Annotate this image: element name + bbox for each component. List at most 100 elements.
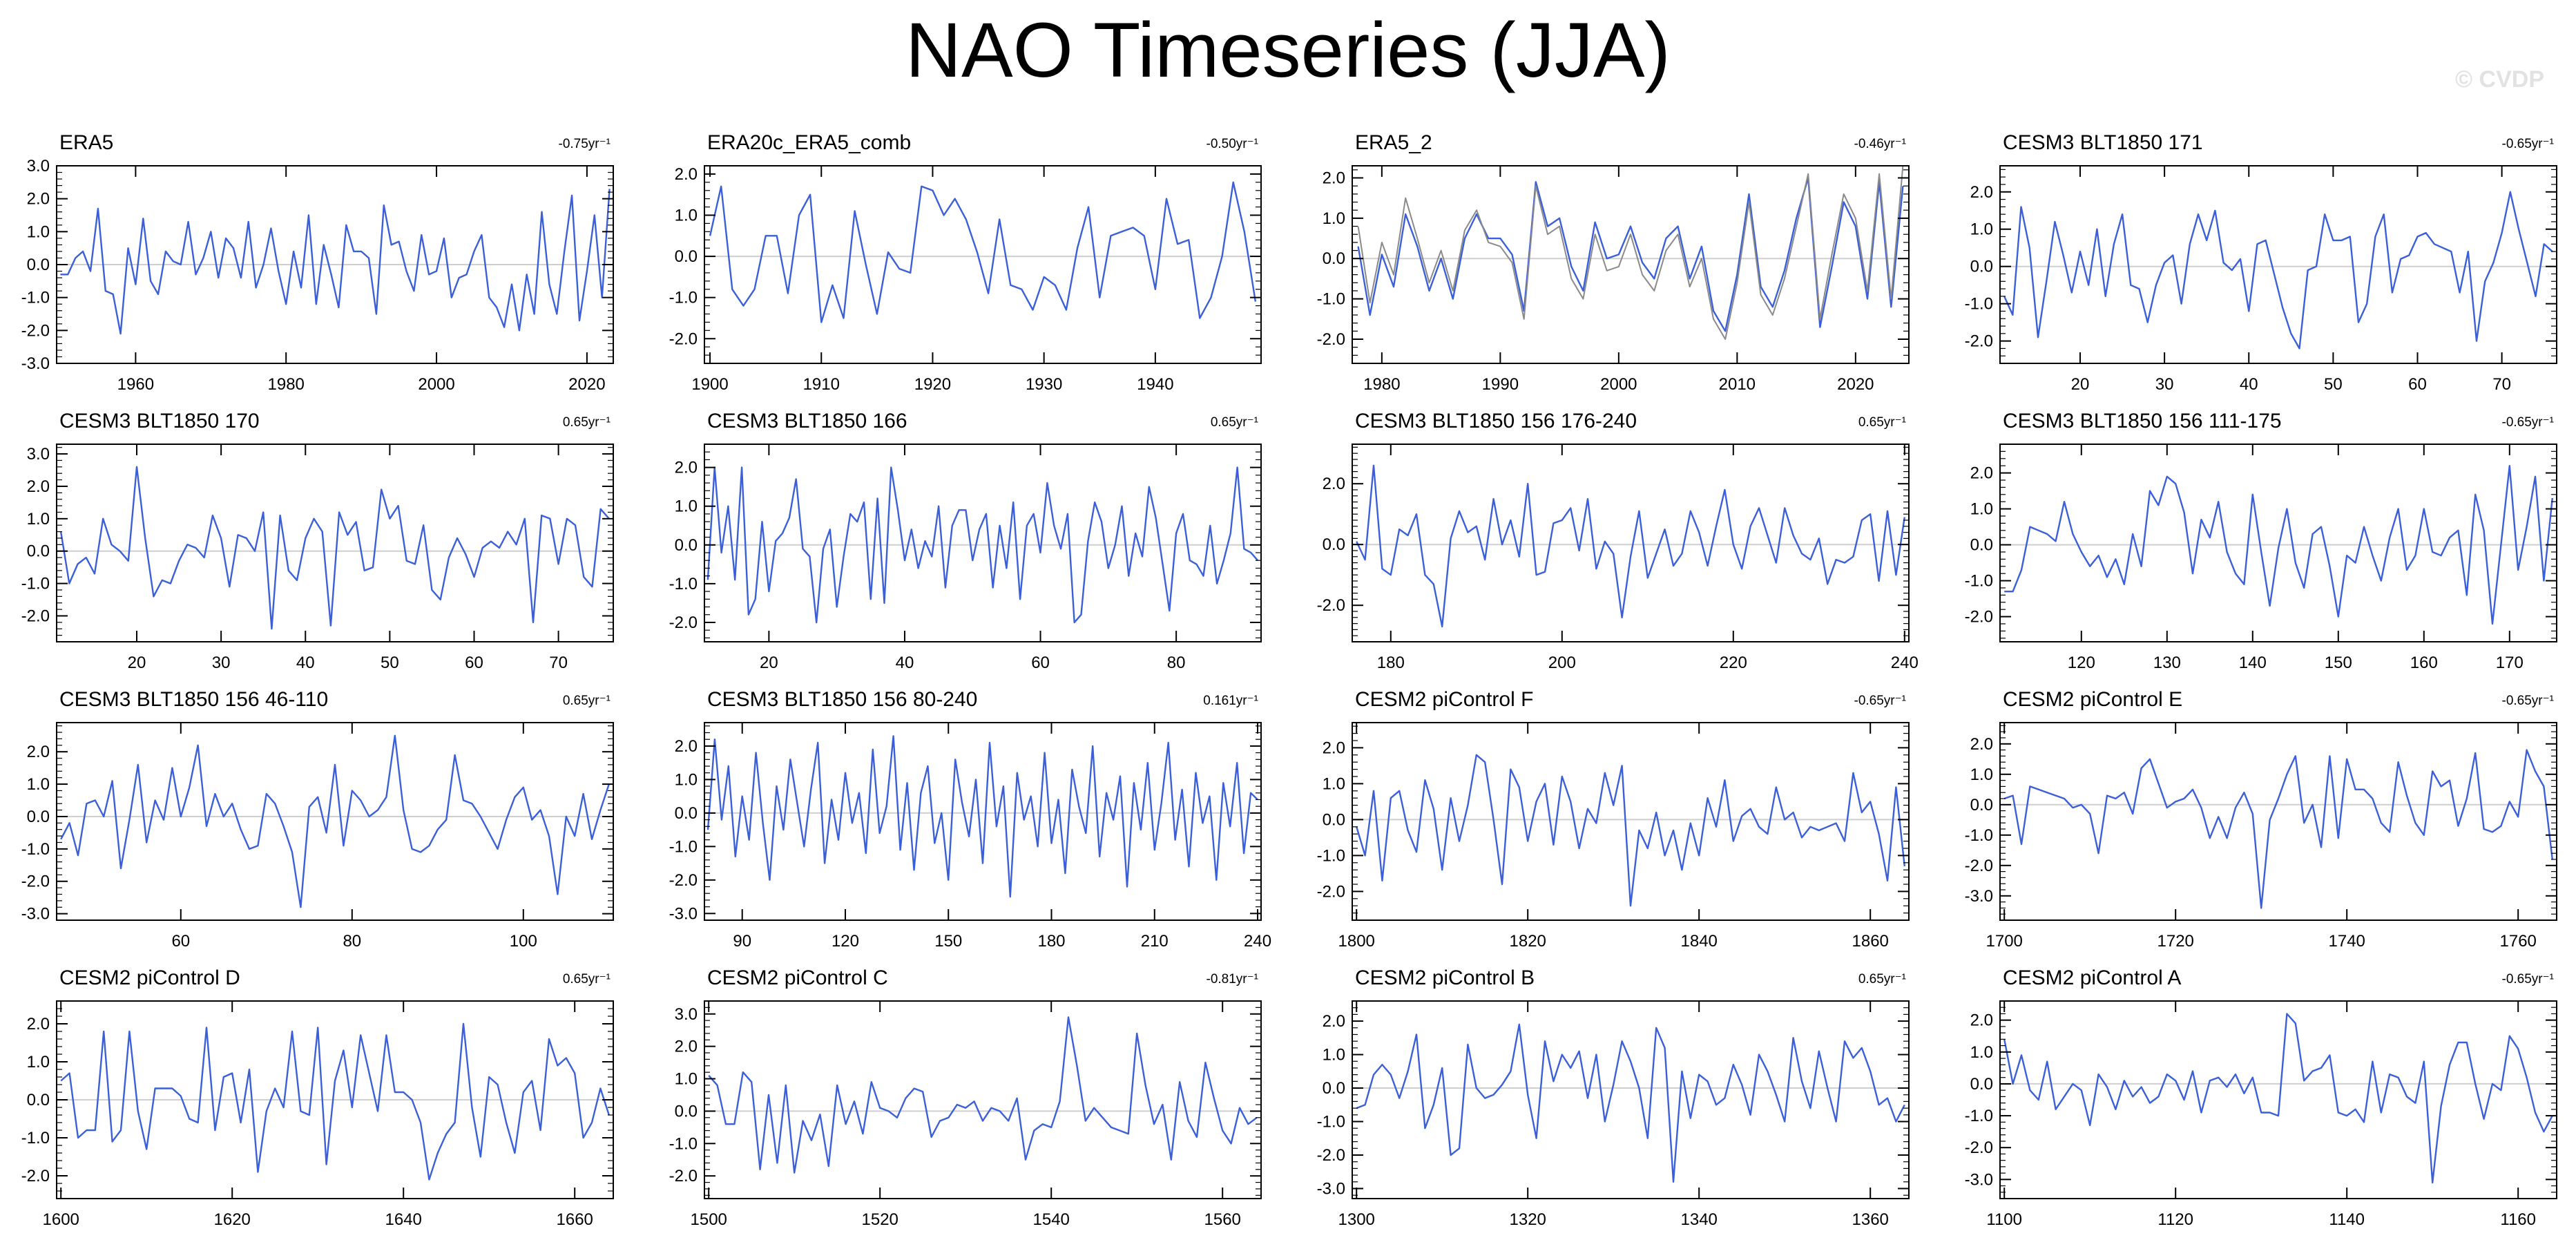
series-line-0 <box>2003 749 2553 909</box>
x-tick-label: 80 <box>1167 654 1186 672</box>
nao-panel-14: CESM2 piControl B 0.65yr⁻¹ 1300 1320 1340 136… <box>1317 966 1910 1229</box>
series-line-1 <box>1357 165 1904 340</box>
plot-frame <box>1999 1000 2557 1199</box>
y-tick-label: -1.0 <box>1317 290 1345 309</box>
y-tick-label: -2.0 <box>21 607 50 625</box>
y-tick-label: 1.0 <box>1970 1043 1993 1062</box>
series-line-0 <box>1356 1023 1905 1183</box>
x-tick-label: 1120 <box>2157 1210 2193 1229</box>
x-tick-label: 60 <box>171 932 190 951</box>
y-tick-label: 2.0 <box>675 1038 698 1056</box>
y-tick-label: -1.0 <box>669 575 698 593</box>
y-tick-label: -3.0 <box>1965 887 1993 906</box>
nao-panel-7: CESM3 BLT1850 156 111-175 -0.65yr⁻¹ 120 130… <box>1965 410 2557 672</box>
y-tick-label: 1.0 <box>27 510 50 528</box>
nao-panel-15: CESM2 piControl A -0.65yr⁻¹ 1100 1120 1140 11… <box>1965 966 2557 1229</box>
x-tick-label: 150 <box>2325 654 2352 672</box>
plot-frame <box>704 444 1262 642</box>
series-line-0 <box>707 735 1258 898</box>
plot-frame <box>56 722 614 921</box>
y-tick-label: 2.0 <box>675 165 698 184</box>
x-tick-label: 240 <box>1891 654 1919 672</box>
y-tick-label: -2.0 <box>669 1167 698 1185</box>
trend-label: 0.65yr⁻¹ <box>1211 415 1258 430</box>
plot-frame <box>704 722 1262 921</box>
series-line-0 <box>708 1016 1258 1174</box>
y-tick-label: -2.0 <box>1317 330 1345 349</box>
x-tick-label: 1920 <box>914 375 951 394</box>
y-tick-label: 2.0 <box>1970 735 1993 754</box>
y-tick-label: 0.0 <box>1323 535 1345 554</box>
x-tick-label: 170 <box>2496 654 2524 672</box>
y-tick-label: 2.0 <box>1970 464 1993 483</box>
series-line-0 <box>1356 754 1905 907</box>
y-tick-label: 1.0 <box>1970 765 1993 784</box>
panel-title: ERA5_2 <box>1355 131 1432 154</box>
y-tick-label: 0.0 <box>1970 258 1993 276</box>
x-tick-label: 1930 <box>1026 375 1062 394</box>
y-tick-label: 2.0 <box>27 190 50 209</box>
x-tick-label: 1910 <box>803 375 840 394</box>
x-tick-label: 1640 <box>385 1210 422 1229</box>
x-tick-label: 60 <box>1031 654 1050 672</box>
trend-label: -0.75yr⁻¹ <box>559 137 611 151</box>
x-tick-label: 200 <box>1548 654 1576 672</box>
x-tick-label: 70 <box>2492 375 2511 394</box>
y-tick-label: 1.0 <box>27 1053 50 1071</box>
y-tick-label: -2.0 <box>21 873 50 891</box>
x-tick-label: 1980 <box>1363 375 1400 394</box>
y-tick-label: -3.0 <box>669 904 698 923</box>
x-tick-label: 20 <box>128 654 146 672</box>
y-tick-label: 1.0 <box>27 775 50 794</box>
y-tick-label: 1.0 <box>675 207 698 225</box>
trend-label: 0.65yr⁻¹ <box>1858 972 1906 987</box>
y-tick-label: 0.0 <box>1970 536 1993 555</box>
nao-panel-1: ERA20c_ERA5_comb -0.50yr⁻¹ 1900 1910 1920 193… <box>669 131 1262 394</box>
panel-title: ERA20c_ERA5_comb <box>707 131 911 154</box>
y-tick-label: -1.0 <box>1317 1113 1345 1132</box>
y-tick-label: 2.0 <box>1970 1011 1993 1030</box>
y-tick-label: -2.0 <box>1965 332 1993 351</box>
y-tick-label: -3.0 <box>21 905 50 924</box>
panel-title: CESM3 BLT1850 170 <box>59 410 260 432</box>
panel-title: CESM2 piControl A <box>2003 966 2181 989</box>
y-tick-label: -1.0 <box>21 575 50 593</box>
trend-label: 0.65yr⁻¹ <box>563 415 611 430</box>
y-tick-label: 0.0 <box>27 256 50 274</box>
y-tick-label: 1.0 <box>675 770 698 789</box>
x-tick-label: 1960 <box>117 375 154 394</box>
x-tick-label: 1540 <box>1033 1210 1070 1229</box>
y-tick-label: 0.0 <box>27 1091 50 1109</box>
y-tick-label: 2.0 <box>675 737 698 756</box>
x-tick-label: 1160 <box>2500 1210 2536 1229</box>
x-tick-label: 1900 <box>691 375 728 394</box>
y-tick-label: 1.0 <box>1323 774 1345 793</box>
nao-panel-6: CESM3 BLT1850 156 176-240 0.65yr⁻¹ 180 200 2… <box>1317 410 1919 672</box>
x-tick-label: 2000 <box>418 375 454 394</box>
plot-frame <box>704 165 1262 364</box>
y-tick-label: 0.0 <box>1970 1075 1993 1094</box>
x-tick-label: 1140 <box>2329 1210 2365 1229</box>
x-tick-label: 60 <box>465 654 483 672</box>
y-tick-label: 1.0 <box>675 1070 698 1089</box>
series-line-0 <box>60 189 611 335</box>
x-tick-label: 1980 <box>268 375 305 394</box>
y-tick-label: 0.0 <box>27 542 50 561</box>
page-title: NAO Timeseries (JJA) <box>905 7 1671 93</box>
y-tick-label: 0.0 <box>1323 1079 1345 1098</box>
x-tick-label: 20 <box>760 654 778 672</box>
plot-frame <box>1352 165 1910 364</box>
y-tick-label: -1.0 <box>21 1129 50 1147</box>
y-tick-label: 2.0 <box>1323 1012 1345 1031</box>
x-tick-label: 240 <box>1244 932 1271 951</box>
x-tick-label: 1300 <box>1338 1210 1375 1229</box>
y-tick-label: -2.0 <box>1317 882 1345 901</box>
nao-panel-3: CESM3 BLT1850 171 -0.65yr⁻¹ 20 30 40 50 60 70 2.… <box>1965 131 2557 394</box>
x-tick-label: 1100 <box>1986 1210 2022 1229</box>
nao-panel-8: CESM3 BLT1850 156 46-110 0.65yr⁻¹ 60 80 100 2… <box>21 688 614 951</box>
y-tick-label: 0.0 <box>675 247 698 266</box>
nao-panel-11: CESM2 piControl E -0.65yr⁻¹ 1700 1720 1740 17… <box>1965 688 2557 951</box>
y-tick-label: -2.0 <box>1965 608 1993 627</box>
x-tick-label: 1620 <box>214 1210 251 1229</box>
